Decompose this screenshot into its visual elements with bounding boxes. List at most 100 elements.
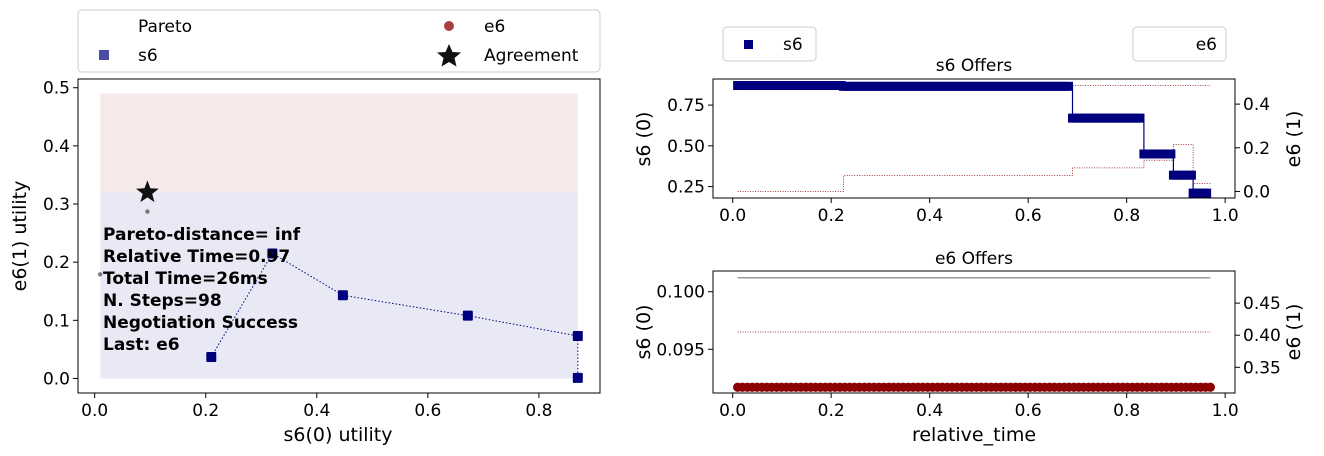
utility-panel: 0.0 0.2 0.4 0.6 0.8 0.0 0.1 0.2 0.3 0.4 0.5 s6(0)… [9,78,601,446]
utility-legend-frame [77,9,601,73]
s6-offer-line [737,84,1211,194]
s6-offer-point [206,351,217,362]
s6-offers-right-tick-label: 0.4 [1243,95,1270,115]
s6-offers-x-ticks: 0.0 0.2 0.4 0.6 0.8 1.0 [719,198,1239,226]
e6-offers-left-tick-label: 0.095 [656,340,705,360]
s6-offer-point [572,331,583,342]
legend-label-agreement: Agreement [484,46,579,66]
e6-offer-point [145,209,150,214]
s6-offers-right-tick-label: 0.0 [1243,182,1270,202]
utility-y-tick-label: 0.0 [43,369,70,389]
legend-marker-agreement [437,44,461,67]
utility-y-tick-label: 0.5 [43,79,70,99]
e6-offers-right-ticks: 0.35 0.40 0.45 [1235,294,1281,378]
e6-offers-x-tick-label: 0.6 [1015,401,1042,421]
s6-offers-x-tick-label: 1.0 [1212,206,1239,226]
utility-x-tick-label: 0.2 [192,401,219,421]
legend-marker-e6 [444,21,454,31]
e6-offers-axes-frame [712,270,1236,394]
legend-label-s6: s6 [138,46,158,66]
s6-offers-left-tick-label: 0.50 [667,137,705,157]
legend-marker-s6 [744,40,753,49]
s6-offers-x-tick-label: 0.4 [916,206,943,226]
utility-x-tick-label: 0.4 [303,401,330,421]
utility-y-axis-label: e6(1) utility [9,181,31,292]
s6-offer-marker [1135,113,1145,123]
e6-offers-right-tick-label: 0.40 [1243,326,1281,346]
e6-offer-marker [1205,382,1215,392]
utility-x-tick-label: 0.6 [414,401,441,421]
utility-axes-frame [77,78,601,394]
utility-x-ticks: 0.0 0.2 0.4 0.6 0.8 [81,393,552,421]
s6-offer-point [462,310,473,321]
e6-offers-x-tick-label: 0.0 [719,401,746,421]
s6-offers-left-axis-label: s6 (0) [633,112,655,167]
agreement-star [136,180,159,203]
utility-y-tick-label: 0.4 [43,137,70,157]
s6-offers-panel: s6 Offers 0.0 0.2 0.4 0.6 0.8 1.0 0.25 0.50 0.7… [633,56,1305,226]
s6-offers-legend: s6 e6 [722,26,1227,62]
e6-offers-left-axis-label: s6 (0) [633,305,655,360]
s6-offer-marker [1202,188,1212,198]
e6-offers-x-tick-label: 0.4 [916,401,943,421]
utility-y-tick-label: 0.3 [43,195,70,215]
e6-offers-right-axis-label: e6 (1) [1283,304,1305,361]
s6-offer-point [267,248,278,259]
s6-offer-point [337,290,348,301]
s6-offers-axes-frame [712,78,1236,199]
e6-offers-title: e6 Offers [935,249,1013,269]
e6-offers-panel: e6 Offers 0.0 0.2 0.4 0.6 0.8 1.0 0.0950.100 … [633,249,1305,446]
s6-offers-left-tick-label: 0.25 [667,178,705,198]
s6-offers-right-tick-label: 0.2 [1243,139,1270,159]
utility-x-tick-label: 0.8 [525,401,552,421]
annotation-line: Total Time=26ms [103,269,268,289]
region-s6 [100,192,578,379]
s6-offers-title: s6 Offers [936,56,1013,76]
s6-offer-marker [1166,149,1176,159]
s6-offer-marker [1064,81,1073,91]
s6-offers-x-tick-label: 0.0 [719,206,746,226]
negotiation-annotation: Pareto-distance= inf Relative Time=0.97 … [103,225,301,355]
annotation-line: N. Steps=98 [103,291,222,311]
s6-offers-x-tick-label: 0.2 [818,206,845,226]
s6-offer-marker [1186,170,1196,180]
s6-offers-left-ticks: 0.25 0.50 0.75 [667,96,713,198]
s6-offers-left-tick-label: 0.75 [667,96,705,116]
e6-offer-point [98,272,103,277]
annotation-line: Last: e6 [103,335,180,355]
utility-y-tick-label: 0.1 [43,311,70,331]
e6-offers-left-ticks: 0.095 0.100 [656,283,713,360]
legend-marker-s6 [99,50,109,60]
utility-marks [98,209,583,383]
utility-x-tick-label: 0.0 [81,401,108,421]
legend-label-e6: e6 [484,17,505,37]
e6-offers-x-ticks: 0.0 0.2 0.4 0.6 0.8 1.0 [719,393,1239,421]
annotation-line: Relative Time=0.97 [103,247,290,267]
annotation-line: Pareto-distance= inf [103,225,301,245]
legend-label-e6: e6 [1196,35,1217,55]
e6-offers-left-tick-label: 0.100 [656,283,705,303]
region-e6 [100,93,578,193]
e6-offers-right-tick-label: 0.35 [1243,358,1281,378]
e6-offers-x-tick-label: 1.0 [1212,401,1239,421]
s6-offers-right-ticks: 0.0 0.2 0.4 [1235,95,1270,202]
utility-y-ticks: 0.0 0.1 0.2 0.3 0.4 0.5 [43,79,78,389]
legend-label-pareto: Pareto [138,17,192,37]
utility-legend: Pareto e6 s6 Agreement [77,9,601,73]
e6-offers-x-axis-label: relative_time [912,424,1036,446]
s6-offers-right-axis-label: e6 (1) [1283,111,1305,168]
utility-x-axis-label: s6(0) utility [284,424,393,446]
s6-offers-marks [733,81,1212,198]
s6-offers-legend-frame-right [1132,26,1227,62]
e6-offers-right-tick-label: 0.45 [1243,294,1281,314]
s6-offers-x-tick-label: 0.6 [1015,206,1042,226]
s6-offers-legend-frame-left [722,26,817,62]
e6-offers-marks [733,277,1215,392]
utility-y-tick-label: 0.2 [43,253,70,273]
legend-label-s6: s6 [783,35,803,55]
s6-offers-x-tick-label: 0.8 [1113,206,1140,226]
annotation-line: Negotiation Success [103,313,298,333]
e6-offers-x-tick-label: 0.2 [818,401,845,421]
e6-offers-x-tick-label: 0.8 [1113,401,1140,421]
